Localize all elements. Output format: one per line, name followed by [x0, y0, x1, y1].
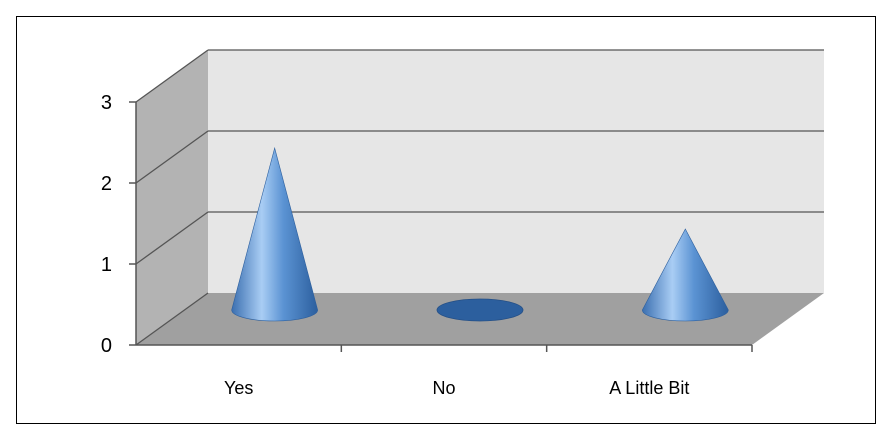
cones — [231, 146, 729, 322]
y-tick-label: 2 — [101, 173, 112, 195]
side-gridline — [135, 211, 209, 265]
y-tick-label: 1 — [101, 254, 112, 276]
back-wall — [208, 50, 824, 293]
category-label: No — [432, 378, 455, 398]
cone-no — [436, 298, 524, 322]
category-label: A Little Bit — [609, 378, 689, 398]
y-tick-label: 3 — [101, 92, 112, 114]
cone-body — [231, 146, 318, 322]
category-label: Yes — [224, 378, 253, 398]
side-wall — [136, 50, 208, 345]
cone-base — [436, 298, 524, 322]
cone-a-little-bit — [642, 228, 729, 322]
gridlines — [135, 49, 824, 346]
category-labels: Yes No A Little Bit — [224, 378, 689, 398]
y-tick-label: 0 — [101, 335, 112, 357]
axes — [129, 101, 753, 352]
side-gridline — [135, 49, 209, 103]
cone-yes — [231, 146, 318, 322]
y-tick-labels: 0 1 2 3 — [101, 92, 112, 357]
side-gridline — [135, 130, 209, 184]
side-gridline — [135, 292, 209, 346]
cone-body — [642, 228, 729, 322]
